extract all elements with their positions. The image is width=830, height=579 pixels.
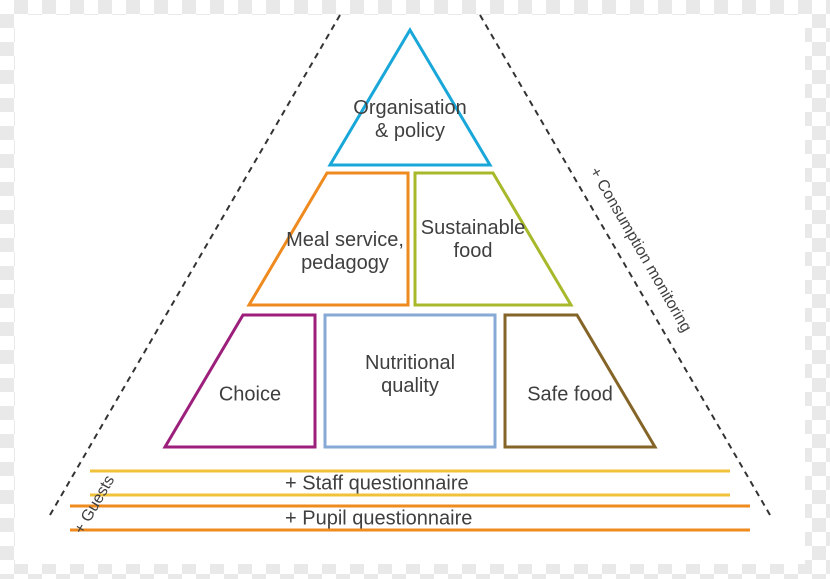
- label-nutritional-quality: quality: [381, 375, 439, 397]
- label-sustainable-food: Sustainable: [421, 217, 526, 239]
- label-sustainable-food: food: [454, 240, 493, 262]
- bar-label-pupil-questionnaire: + Pupil questionnaire: [285, 507, 472, 529]
- label-org-policy: & policy: [375, 120, 445, 142]
- label-nutritional-quality: Nutritional: [365, 352, 455, 374]
- shape-sustainable-food: [415, 173, 571, 305]
- label-meal-service: pedagogy: [301, 252, 389, 274]
- shape-safe-food: [505, 315, 655, 447]
- bar-label-staff-questionnaire: + Staff questionnaire: [285, 472, 469, 494]
- shape-choice: [165, 315, 315, 447]
- label-choice: Choice: [219, 383, 281, 405]
- annotation-consumption-monitoring: + Consumption monitoring: [586, 165, 694, 336]
- label-safe-food: Safe food: [527, 383, 613, 405]
- label-meal-service: Meal service,: [286, 229, 404, 251]
- label-org-policy: Organisation: [353, 97, 466, 119]
